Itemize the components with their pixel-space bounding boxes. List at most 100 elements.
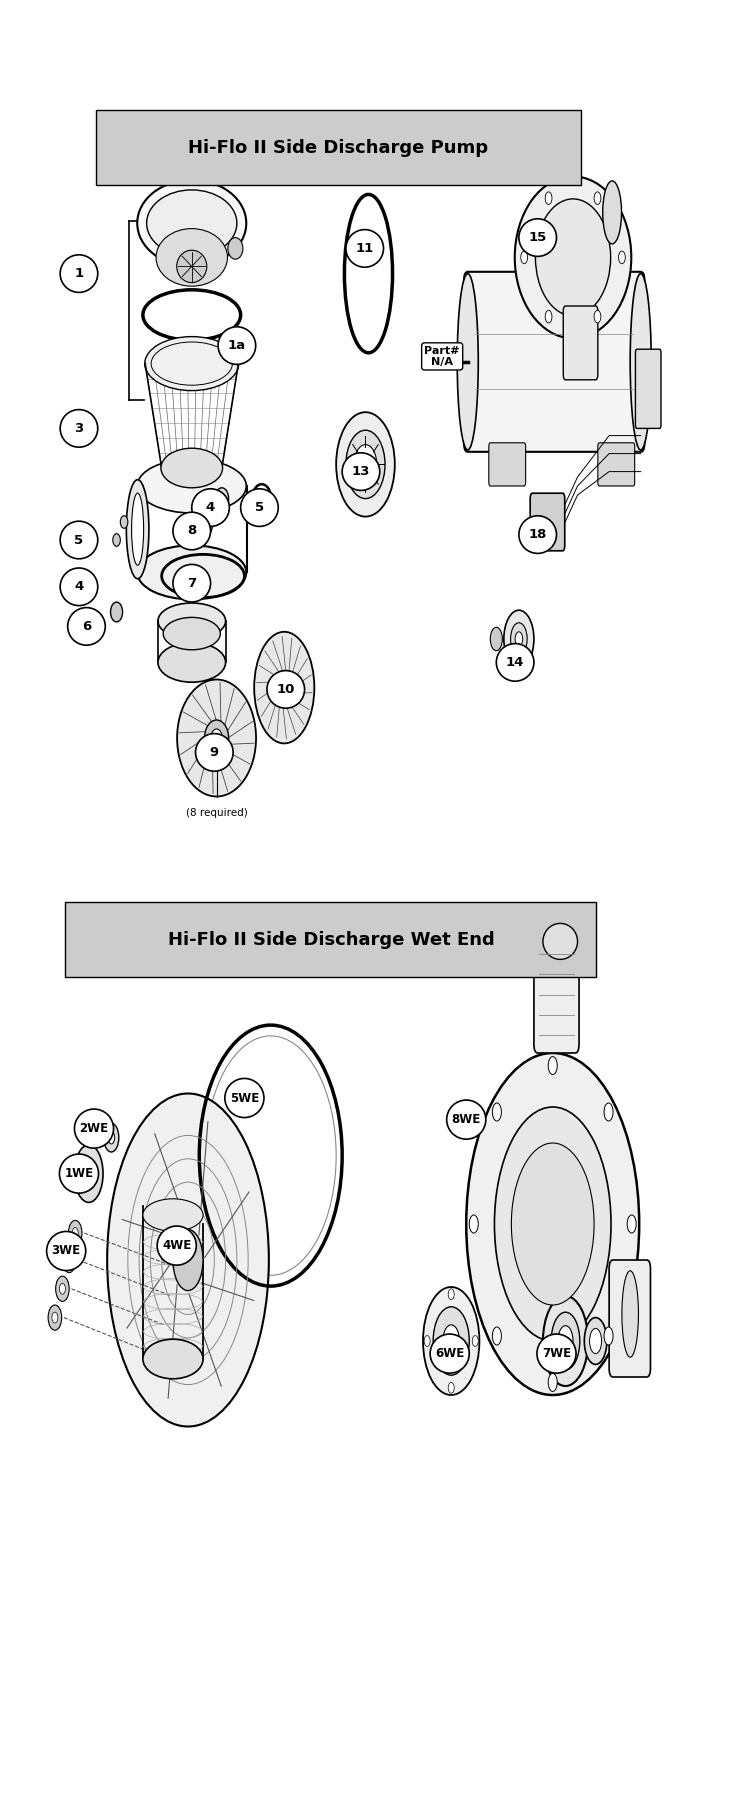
Ellipse shape [173, 513, 211, 549]
Ellipse shape [196, 734, 233, 770]
Ellipse shape [126, 479, 149, 580]
Ellipse shape [158, 603, 226, 639]
Ellipse shape [511, 1143, 594, 1305]
Ellipse shape [519, 517, 556, 553]
Ellipse shape [254, 632, 314, 743]
Text: 3WE: 3WE [52, 1244, 80, 1258]
Ellipse shape [603, 182, 621, 245]
Ellipse shape [219, 493, 225, 504]
Ellipse shape [535, 200, 611, 317]
Ellipse shape [108, 1132, 114, 1145]
FancyBboxPatch shape [464, 272, 644, 452]
Ellipse shape [104, 1123, 119, 1152]
Text: 3: 3 [74, 421, 83, 436]
Ellipse shape [48, 1305, 62, 1330]
Text: 8: 8 [187, 524, 196, 538]
FancyBboxPatch shape [489, 443, 526, 486]
Ellipse shape [177, 679, 256, 796]
Ellipse shape [62, 1247, 76, 1273]
Text: 4: 4 [74, 580, 83, 594]
Ellipse shape [604, 1103, 613, 1121]
Text: 8WE: 8WE [452, 1112, 481, 1127]
Ellipse shape [447, 1100, 486, 1139]
Ellipse shape [496, 644, 534, 680]
Text: 10: 10 [277, 682, 295, 697]
Text: 2WE: 2WE [80, 1121, 108, 1136]
Text: 7: 7 [187, 576, 196, 590]
Ellipse shape [137, 180, 246, 266]
Ellipse shape [495, 1107, 611, 1341]
FancyBboxPatch shape [635, 349, 661, 428]
Ellipse shape [590, 1328, 602, 1354]
Ellipse shape [66, 1255, 72, 1265]
Ellipse shape [137, 459, 246, 513]
Ellipse shape [74, 1145, 103, 1202]
Ellipse shape [60, 410, 98, 446]
Ellipse shape [143, 1339, 203, 1379]
Ellipse shape [443, 1325, 459, 1357]
Text: 6: 6 [82, 619, 91, 634]
Ellipse shape [241, 490, 278, 526]
FancyBboxPatch shape [563, 306, 598, 380]
FancyBboxPatch shape [598, 443, 635, 486]
Text: 5: 5 [255, 500, 264, 515]
Ellipse shape [504, 610, 534, 668]
Text: 6WE: 6WE [435, 1346, 464, 1361]
Ellipse shape [177, 250, 207, 283]
Ellipse shape [627, 1215, 636, 1233]
Ellipse shape [156, 229, 227, 286]
Ellipse shape [74, 1109, 114, 1148]
Ellipse shape [622, 1271, 638, 1357]
Ellipse shape [132, 493, 144, 565]
Ellipse shape [548, 1373, 557, 1391]
Ellipse shape [548, 1057, 557, 1075]
Text: 4WE: 4WE [162, 1238, 191, 1253]
Ellipse shape [198, 513, 208, 531]
Ellipse shape [466, 1053, 639, 1395]
FancyBboxPatch shape [534, 927, 579, 1053]
Ellipse shape [545, 310, 552, 322]
Ellipse shape [604, 1327, 613, 1345]
Ellipse shape [211, 729, 223, 747]
Ellipse shape [173, 565, 211, 601]
Ellipse shape [630, 274, 651, 450]
Ellipse shape [520, 252, 528, 265]
Text: 11: 11 [356, 241, 374, 256]
Text: 14: 14 [506, 655, 524, 670]
Ellipse shape [60, 522, 98, 558]
Ellipse shape [267, 671, 305, 707]
Ellipse shape [594, 193, 601, 205]
Ellipse shape [111, 601, 123, 623]
Text: Hi-Flo II Side Discharge Wet End: Hi-Flo II Side Discharge Wet End [168, 931, 494, 949]
Ellipse shape [493, 1103, 502, 1121]
Text: 13: 13 [352, 464, 370, 479]
Ellipse shape [515, 632, 523, 646]
FancyBboxPatch shape [96, 110, 581, 185]
Ellipse shape [514, 176, 631, 338]
Ellipse shape [424, 1336, 430, 1346]
Ellipse shape [336, 412, 395, 517]
Ellipse shape [147, 191, 237, 256]
Ellipse shape [59, 1283, 65, 1294]
Ellipse shape [205, 720, 229, 756]
Ellipse shape [157, 1226, 196, 1265]
Ellipse shape [537, 1334, 576, 1373]
Ellipse shape [430, 1334, 469, 1373]
Ellipse shape [47, 1231, 86, 1271]
FancyBboxPatch shape [609, 1260, 650, 1377]
Ellipse shape [543, 923, 578, 959]
Ellipse shape [52, 1312, 58, 1323]
Ellipse shape [493, 1327, 502, 1345]
Text: 15: 15 [529, 230, 547, 245]
Ellipse shape [275, 671, 293, 704]
Ellipse shape [72, 1228, 78, 1238]
Ellipse shape [59, 1154, 99, 1193]
Ellipse shape [192, 490, 229, 526]
Text: (8 required): (8 required) [186, 808, 247, 819]
Text: 1: 1 [74, 266, 83, 281]
Ellipse shape [107, 1093, 269, 1426]
Ellipse shape [618, 252, 626, 265]
Ellipse shape [225, 1078, 264, 1118]
Ellipse shape [490, 626, 502, 652]
Ellipse shape [543, 1296, 588, 1386]
